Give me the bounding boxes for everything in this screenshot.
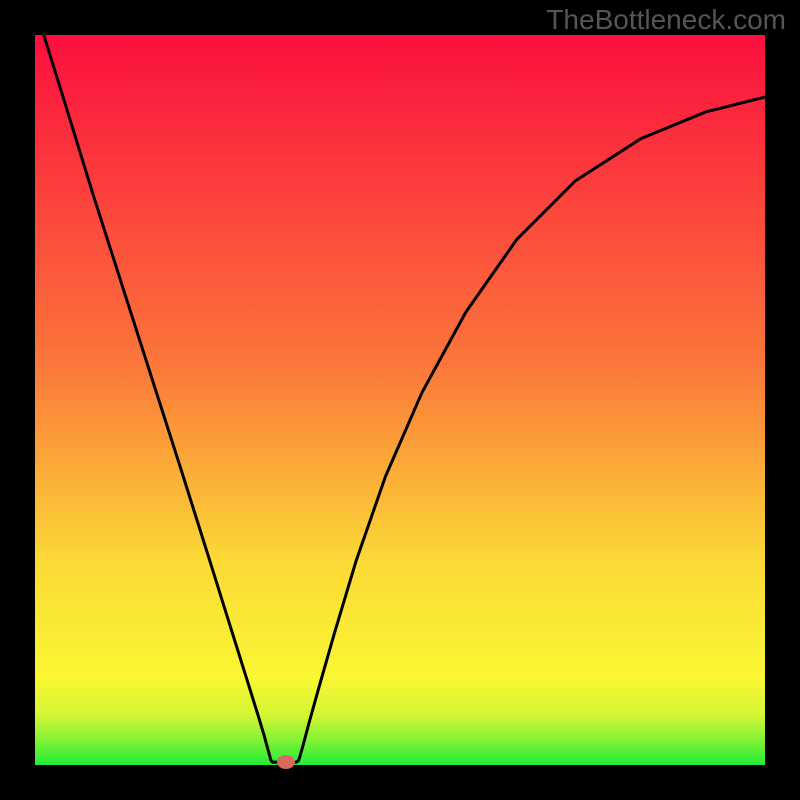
watermark-text: TheBottleneck.com — [546, 4, 786, 36]
minimum-marker — [277, 755, 295, 769]
curve-path — [44, 35, 765, 762]
bottleneck-curve — [35, 35, 765, 765]
plot-area — [35, 35, 765, 765]
chart-stage: TheBottleneck.com — [0, 0, 800, 800]
